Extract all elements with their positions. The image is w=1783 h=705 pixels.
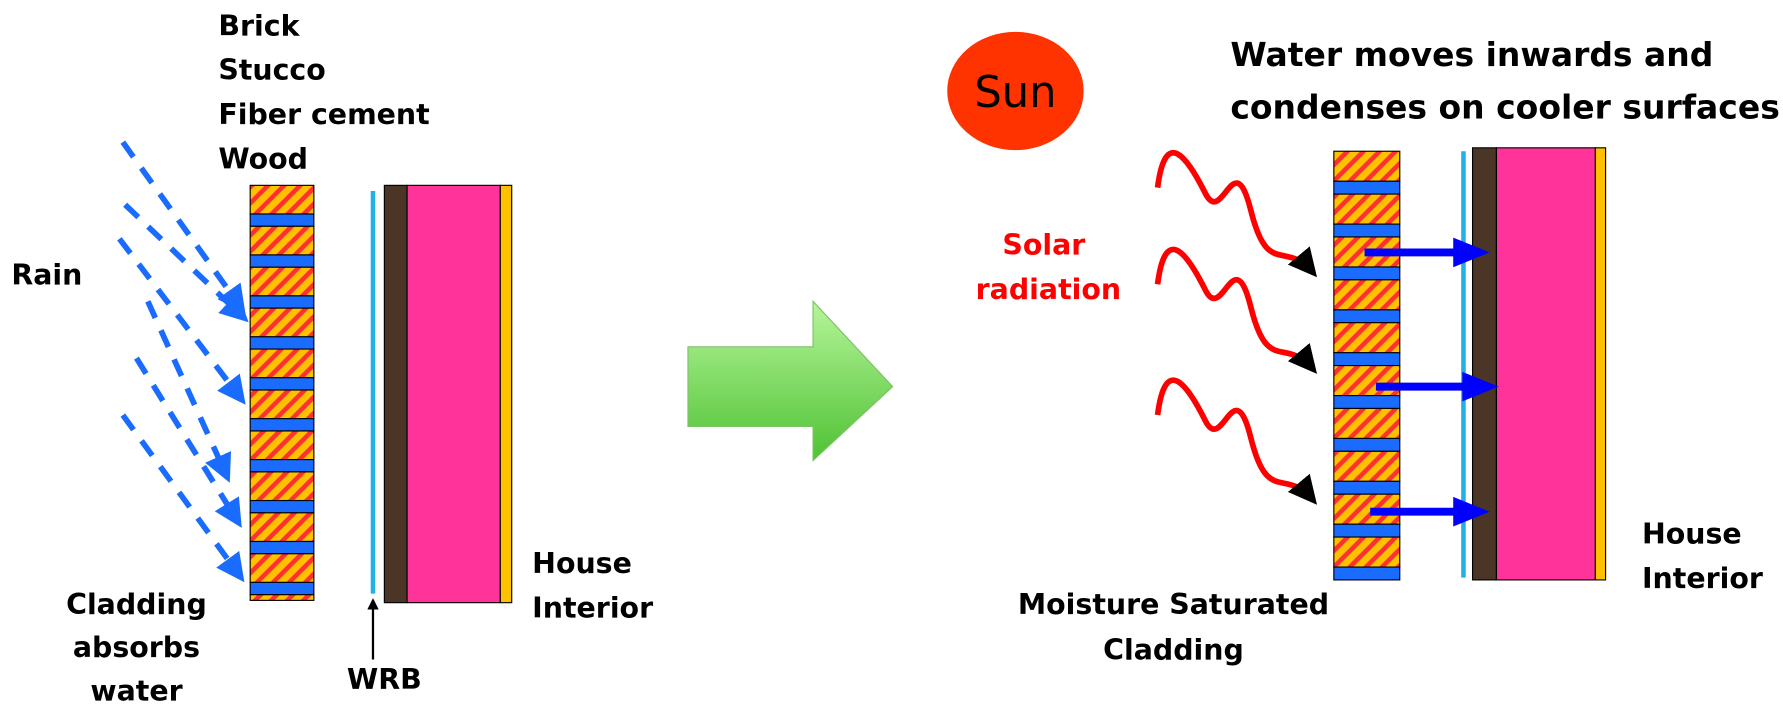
cladding-block (249, 430, 315, 461)
cladding-note: Moisture Saturated (1018, 588, 1329, 621)
rain-arrow (134, 356, 242, 528)
title: Water moves inwards and (1230, 35, 1713, 74)
cladding-block (249, 471, 315, 502)
drywall (1594, 147, 1607, 581)
sun-label: Sun (974, 68, 1056, 118)
cladding-note: absorbs (73, 631, 200, 664)
cladding-joint (1333, 523, 1401, 538)
layout (117, 31, 1607, 660)
cladding-note: Cladding (66, 588, 207, 621)
insulation (406, 184, 501, 604)
cladding-joint (249, 254, 315, 268)
cladding-block (1333, 193, 1401, 225)
cladding-block (249, 225, 315, 256)
cladding-note: Cladding (1103, 634, 1244, 667)
cladding-block (249, 389, 315, 420)
cladding-block (249, 307, 315, 338)
cladding-block (1333, 407, 1401, 440)
title: condenses on cooler surfaces (1230, 87, 1780, 126)
cladding-joint (249, 213, 315, 227)
cladding-block (249, 553, 315, 583)
cladding-joint (1333, 480, 1401, 495)
cladding-block (249, 184, 315, 215)
cladding-joint (249, 540, 315, 555)
cladding-joint (1333, 223, 1401, 238)
cladding-block (1333, 536, 1401, 568)
solar-label: Solar (1002, 229, 1085, 262)
solar-wave (1154, 246, 1318, 374)
cladding-joint (1333, 266, 1401, 281)
cladding-joint (1333, 352, 1401, 367)
cladding-type: Fiber cement (218, 98, 429, 131)
solar-wave (1154, 150, 1318, 278)
cladding-joint (249, 418, 315, 432)
rain-arrow (123, 202, 249, 323)
cladding-joint (249, 581, 315, 596)
cladding-block (1333, 365, 1401, 397)
interior-label: House (1642, 518, 1742, 551)
interior-label: Interior (1642, 562, 1763, 595)
cladding-joint (1333, 309, 1401, 324)
cladding-block (249, 266, 315, 297)
insulation (1495, 147, 1596, 581)
cladding-block (249, 512, 315, 543)
rain-arrow (145, 300, 232, 483)
cladding-joint (249, 459, 315, 473)
cladding-joint (1333, 180, 1401, 195)
sheathing (383, 184, 408, 604)
rain-arrow (117, 237, 246, 405)
interior-label: House (532, 547, 632, 580)
cladding-joint (1333, 395, 1401, 410)
cladding-type: Brick (218, 9, 300, 42)
solar-wave (1154, 377, 1318, 505)
drywall (499, 184, 513, 604)
cladding-block (1333, 150, 1401, 182)
cladding-joint (249, 295, 315, 309)
wrb-label: WRB (347, 663, 422, 696)
cladding-joint (1333, 566, 1401, 581)
cladding-block (1333, 322, 1401, 354)
cladding-block (1333, 279, 1401, 311)
cladding-type: Wood (218, 142, 308, 175)
cladding-joint (249, 499, 315, 514)
cladding-type: Stucco (218, 54, 325, 87)
cladding-block (1333, 450, 1401, 482)
moisture-arrow-head (1453, 496, 1490, 527)
solar-label: radiation (976, 273, 1121, 306)
interior-label: Interior (532, 591, 653, 624)
rain-arrow (120, 140, 246, 314)
moisture-arrow-head (1453, 237, 1490, 268)
cladding-block (249, 348, 315, 379)
moisture-arrow-head (1462, 371, 1499, 402)
cladding-joint (249, 336, 315, 350)
rain-label: Rain (11, 258, 82, 291)
sun (947, 31, 1084, 151)
cladding-note: water (90, 674, 182, 705)
transition-arrow (687, 299, 894, 462)
cladding-joint (249, 377, 315, 391)
cladding-joint (1333, 437, 1401, 452)
cladding-block (249, 594, 315, 601)
rain-arrow (120, 413, 245, 583)
